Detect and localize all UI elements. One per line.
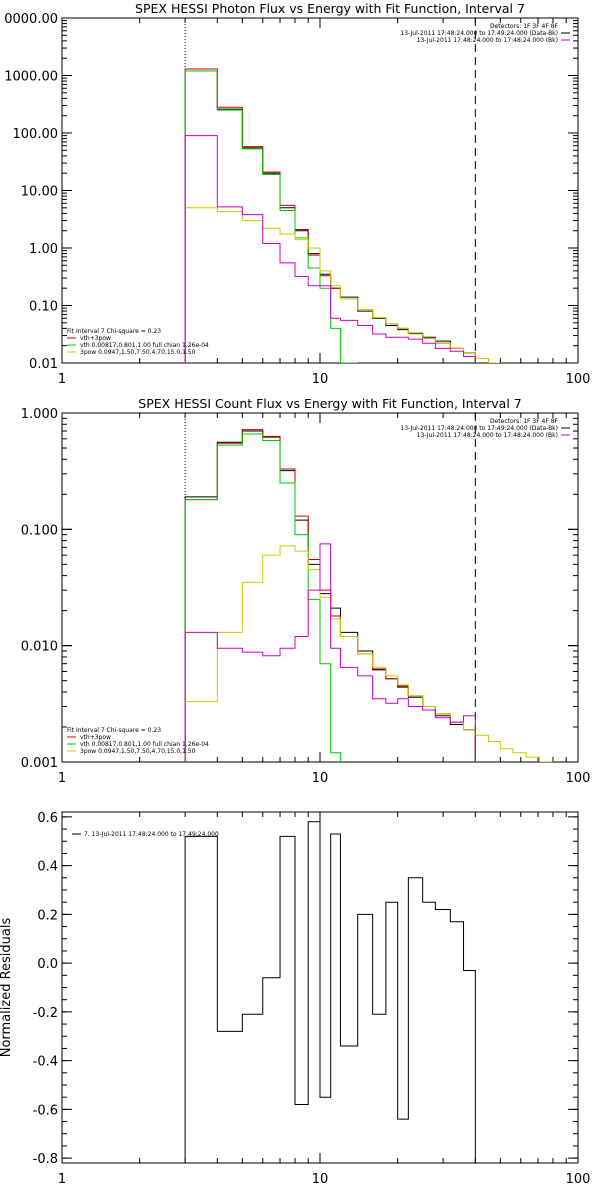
- x-tick-label: 100: [566, 1172, 591, 1187]
- x-tick-label: 100: [566, 372, 591, 387]
- series-line-7-13-jul-2011-17-48-24-000-to-17-49-24-000: [184, 821, 476, 1163]
- x-tick-label: 100: [566, 771, 591, 786]
- series-line-bk: [184, 543, 476, 762]
- legend-bottom-left-text: 3pow 0.0947,1.50,7.50,4.70,15.0,1.50: [80, 349, 196, 356]
- legend-bottom-left-text: Fit Interval 7 Chi-square = 0.23: [67, 727, 161, 734]
- legend-bottom-left-text: 3pow 0.0947,1.50,7.50,4.70,15.0,1.50: [80, 748, 196, 755]
- chart-panel-3: Normalized Residuals 1 10 100 -0.8 -0.6 -0.4 -0…: [0, 811, 590, 1187]
- series-line-3pow: [184, 545, 553, 762]
- y-tick-label: 10.00: [21, 185, 58, 200]
- y-tick-label: 0.6: [37, 811, 58, 826]
- legend-top-right-text: 13-Jul-2011 17:48:24.000 to 17:48:24.000…: [417, 432, 558, 439]
- y-tick-label: 0.10: [29, 300, 58, 315]
- y-tick-label: -0.8: [33, 1152, 58, 1167]
- series-line-vth: [184, 433, 341, 762]
- chart-panel-2: SPEX HESSI Count Flux vs Energy with Fit…: [21, 396, 591, 786]
- y-tick-label: -0.2: [33, 1006, 58, 1021]
- y-tick-label: 0.0: [37, 957, 58, 972]
- legend-bottom-left-text: Fit Interval 7 Chi-square = 0.23: [67, 328, 161, 335]
- legend-top-right-text: Detectors: 1F 3F 4F 8F: [490, 418, 559, 425]
- x-tick-label: 1: [58, 1172, 66, 1187]
- series-line-vth-3pow: [184, 68, 490, 363]
- chart-panel-1: SPEX HESSI Photon Flux vs Energy with Fi…: [4, 1, 590, 387]
- y-tick-label: 0.4: [37, 860, 58, 875]
- chart-title: SPEX HESSI Count Flux vs Energy with Fit…: [138, 396, 521, 411]
- x-tick-label: 1: [58, 771, 66, 786]
- y-tick-label: 0.001: [21, 756, 58, 771]
- legend-top-right-text: Detectors: 1F 3F 4F 8F: [490, 23, 559, 30]
- y-tick-label: 0.01: [29, 357, 58, 372]
- legend-top-right-text: 13-Jul-2011 17:48:24.000 to 17:49:24.000…: [400, 425, 558, 432]
- legend-bottom-left-text: vth 0.00817,0.801,1.00 full chian 1.26e-…: [80, 342, 209, 349]
- y-tick-label: 0.2: [37, 908, 58, 923]
- legend-top-left-text: 7. 13-Jul-2011 17:48:24.000 to 17:49:24.…: [84, 831, 219, 838]
- y-tick-label: 0000.00: [4, 12, 58, 27]
- y-tick-label: -0.4: [33, 1055, 58, 1070]
- x-tick-label: 1: [58, 372, 66, 387]
- y-tick-label: 0.010: [21, 640, 58, 655]
- plot-frame: [61, 17, 579, 364]
- legend-bottom-left-text: vth+3pow: [80, 335, 111, 342]
- legend-bottom-left-text: vth 0.00817,0.801,1.00 full chian 1.26e-…: [80, 741, 209, 748]
- x-tick-label: 10: [312, 1172, 329, 1187]
- legend-top-right-text: 13-Jul-2011 17:48:24.000 to 17:48:24.000…: [417, 37, 558, 44]
- y-tick-label: 0.100: [21, 523, 58, 538]
- y-tick-label: 1.00: [29, 242, 58, 257]
- y-tick-label: 100.00: [13, 127, 59, 142]
- y-tick-label: 1000.00: [4, 70, 58, 85]
- series-line-data-bk: [184, 70, 490, 363]
- series-line-3pow: [184, 207, 501, 363]
- chart-title: SPEX HESSI Photon Flux vs Energy with Fi…: [135, 1, 525, 16]
- legend-bottom-left-text: vth+3pow: [80, 734, 111, 741]
- y-tick-label: 1.000: [21, 407, 58, 422]
- x-tick-label: 10: [312, 372, 329, 387]
- series-line-bk: [184, 135, 476, 363]
- x-tick-label: 10: [312, 771, 329, 786]
- y-tick-label: -0.6: [33, 1103, 58, 1118]
- series-line-vth: [184, 70, 358, 363]
- y-axis-label: Normalized Residuals: [0, 918, 14, 1058]
- legend-top-right-text: 13-Jul-2011 17:48:24.000 to 17:49:24.000…: [400, 30, 558, 37]
